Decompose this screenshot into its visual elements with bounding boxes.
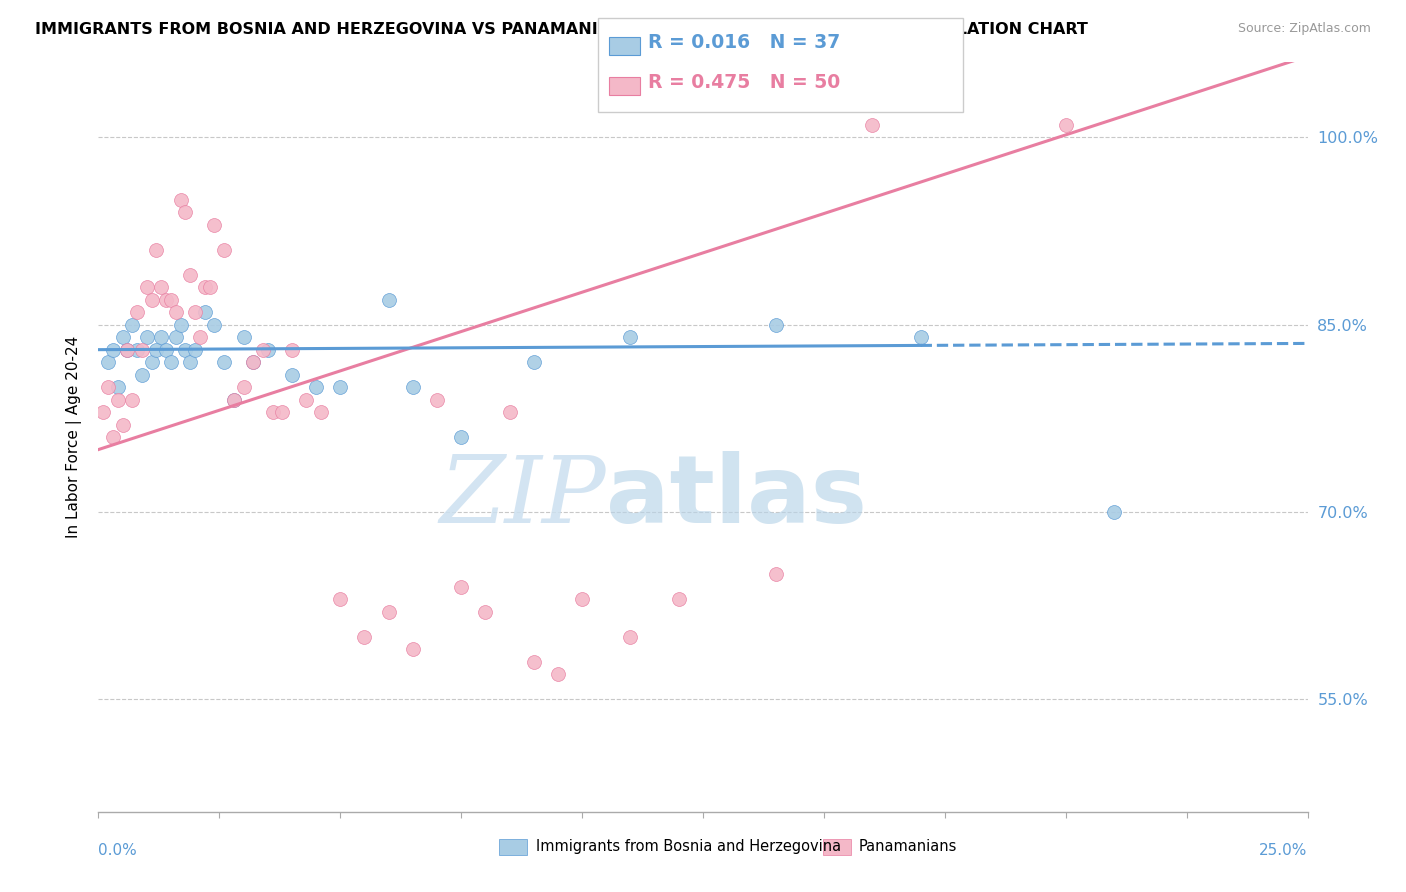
Point xyxy=(450,580,472,594)
Point xyxy=(165,330,187,344)
Point xyxy=(450,430,472,444)
Point xyxy=(131,343,153,357)
Point xyxy=(107,380,129,394)
Point xyxy=(222,392,245,407)
Point xyxy=(184,343,207,357)
Point xyxy=(117,343,139,357)
Point xyxy=(97,380,120,394)
Point xyxy=(107,392,129,407)
Text: Panamanians: Panamanians xyxy=(859,839,957,854)
Point xyxy=(426,392,449,407)
Point xyxy=(155,343,177,357)
Point xyxy=(131,368,153,382)
Point xyxy=(150,330,173,344)
Point xyxy=(145,243,167,257)
Point xyxy=(668,592,690,607)
Text: 0.0%: 0.0% xyxy=(98,843,138,858)
Point xyxy=(97,355,120,369)
Point xyxy=(402,380,425,394)
Point xyxy=(765,567,787,582)
Point xyxy=(242,355,264,369)
Point xyxy=(402,642,425,657)
Point xyxy=(252,343,274,357)
Point xyxy=(127,305,149,319)
Point xyxy=(1054,118,1077,132)
Point xyxy=(305,380,328,394)
Point xyxy=(188,330,211,344)
Point xyxy=(111,417,134,432)
Point xyxy=(135,330,157,344)
Point xyxy=(160,293,183,307)
Point xyxy=(121,318,143,332)
Point xyxy=(547,667,569,681)
Point xyxy=(101,343,124,357)
Point xyxy=(198,280,221,294)
Point xyxy=(281,368,304,382)
Point xyxy=(281,343,304,357)
Point xyxy=(329,592,352,607)
Text: IMMIGRANTS FROM BOSNIA AND HERZEGOVINA VS PANAMANIAN IN LABOR FORCE | AGE 20-24 : IMMIGRANTS FROM BOSNIA AND HERZEGOVINA V… xyxy=(35,22,1088,38)
Point xyxy=(860,118,883,132)
Point xyxy=(498,405,520,419)
Point xyxy=(179,355,201,369)
Text: R = 0.016   N = 37: R = 0.016 N = 37 xyxy=(648,33,841,53)
Point xyxy=(377,293,399,307)
Point xyxy=(353,630,375,644)
Point xyxy=(141,355,163,369)
Point xyxy=(150,280,173,294)
Point xyxy=(127,343,149,357)
Point xyxy=(377,605,399,619)
Point xyxy=(174,205,197,219)
Point xyxy=(765,318,787,332)
Text: atlas: atlas xyxy=(606,451,868,543)
Point xyxy=(474,605,496,619)
Point xyxy=(194,280,217,294)
Point xyxy=(155,293,177,307)
Point xyxy=(262,405,284,419)
Point xyxy=(141,293,163,307)
Point xyxy=(232,330,254,344)
Point xyxy=(571,592,593,607)
Point xyxy=(194,305,217,319)
Point xyxy=(242,355,264,369)
Text: Immigrants from Bosnia and Herzegovina: Immigrants from Bosnia and Herzegovina xyxy=(536,839,841,854)
Point xyxy=(101,430,124,444)
Point xyxy=(91,405,114,419)
Text: R = 0.475   N = 50: R = 0.475 N = 50 xyxy=(648,72,841,92)
Point xyxy=(1102,505,1125,519)
Point xyxy=(204,218,226,232)
Point xyxy=(174,343,197,357)
Point xyxy=(145,343,167,357)
Point xyxy=(184,305,207,319)
Point xyxy=(117,343,139,357)
Point xyxy=(169,318,191,332)
Point xyxy=(222,392,245,407)
Point xyxy=(271,405,294,419)
Point xyxy=(910,330,932,344)
Point xyxy=(169,193,191,207)
Point xyxy=(212,243,235,257)
Point xyxy=(135,280,157,294)
Point xyxy=(619,330,641,344)
Point xyxy=(204,318,226,332)
Point xyxy=(256,343,278,357)
Point xyxy=(212,355,235,369)
Point xyxy=(121,392,143,407)
Y-axis label: In Labor Force | Age 20-24: In Labor Force | Age 20-24 xyxy=(66,336,82,538)
Point xyxy=(619,630,641,644)
Text: ZIP: ZIP xyxy=(440,452,606,542)
Point xyxy=(111,330,134,344)
Point xyxy=(523,355,546,369)
Point xyxy=(309,405,332,419)
Point xyxy=(232,380,254,394)
Text: Source: ZipAtlas.com: Source: ZipAtlas.com xyxy=(1237,22,1371,36)
Point xyxy=(160,355,183,369)
Point xyxy=(179,268,201,282)
Point xyxy=(165,305,187,319)
Point xyxy=(295,392,318,407)
Point xyxy=(329,380,352,394)
Text: 25.0%: 25.0% xyxy=(1260,843,1308,858)
Point xyxy=(523,655,546,669)
